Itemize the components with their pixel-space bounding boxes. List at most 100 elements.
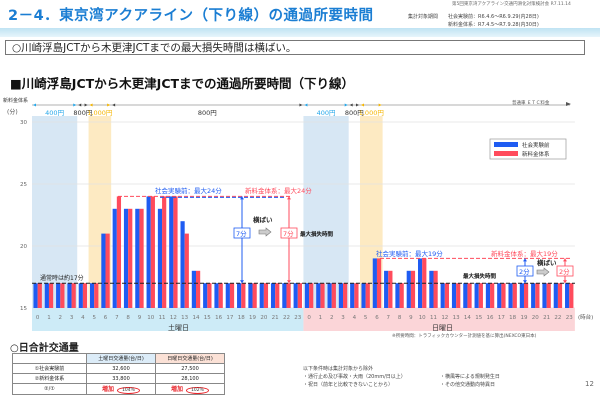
x-tick-label: 2 xyxy=(330,315,334,321)
x-tick-label: 12 xyxy=(170,315,177,321)
sun-bar-before-3 xyxy=(338,283,344,308)
sun-bar-before-23 xyxy=(565,283,570,308)
sat-bar-after-12 xyxy=(173,196,178,308)
day-axis-bands xyxy=(32,308,575,331)
bars xyxy=(33,196,574,308)
toll-band-blue xyxy=(303,116,349,308)
sun-bar-before-12 xyxy=(440,283,445,308)
y-tick-label: 25 xyxy=(20,182,27,188)
x-tick-label: 16 xyxy=(487,315,494,321)
saturday-value: 32,600 xyxy=(86,363,156,374)
sun-bar-after-2 xyxy=(331,283,336,308)
x-tick-label: 4 xyxy=(81,315,85,321)
sunday-ratio-value: 102% xyxy=(186,387,209,394)
sat-after-loss-value: 7分 xyxy=(283,229,294,238)
sun-before-max-label: 社会実験前：最大19分 xyxy=(376,249,443,258)
note-item: ・祝日（前年と比較できないことから） xyxy=(303,382,394,388)
increase-label: 増加 xyxy=(171,386,184,393)
sat-bar-before-7 xyxy=(112,208,117,308)
row-label: ②新料金体系 xyxy=(12,373,87,384)
toll-arrowhead-icon xyxy=(349,103,353,107)
sat-bar-after-16 xyxy=(218,283,223,308)
toll-arrowhead-icon xyxy=(360,103,364,107)
sat-bar-before-3 xyxy=(67,283,72,308)
day-label-sunday: 日曜日 xyxy=(432,324,453,332)
toll-label: 1,000円 xyxy=(87,109,112,117)
sat-bar-after-23 xyxy=(297,283,302,308)
x-tick-label: 10 xyxy=(147,315,154,321)
sun-bar-after-15 xyxy=(478,283,483,308)
section-title: ■川崎浮島JCTから木更津JCTまでの通過所要時間（下り線） xyxy=(10,76,355,91)
toll-label: 400円 xyxy=(317,109,336,117)
table-row: ①社会実験前 32,600 27,500 xyxy=(12,363,225,374)
sat-bar-after-21 xyxy=(275,283,280,308)
toll-arrowhead-icon xyxy=(84,103,88,107)
x-tick-label: 21 xyxy=(272,315,279,321)
x-tick-label: 16 xyxy=(215,315,222,321)
saturday-ratio: 増加 104% xyxy=(86,383,156,395)
x-tick-label: 19 xyxy=(520,315,527,321)
arrowhead-down-icon xyxy=(240,280,244,284)
sat-bar-after-6 xyxy=(105,233,110,308)
normal-time-label: 通常時は約17分 xyxy=(40,274,84,282)
sunday-ratio: 増加 102% xyxy=(155,383,225,395)
period-before: 社会実験前：R6.4.6～R6.9.29(内28日) xyxy=(448,14,539,20)
x-tick-label: 6 xyxy=(375,315,379,321)
sat-bar-after-5 xyxy=(94,283,99,308)
x-tick-label: 17 xyxy=(226,315,233,321)
toll-label: 1,000円 xyxy=(359,109,384,117)
x-tick-label: 0 xyxy=(36,315,40,321)
traffic-title: ○日合計交通量 xyxy=(10,343,79,354)
period-after: 新料金体系：R7.4.5～R7.9.28(内30日) xyxy=(448,22,539,28)
sat-bar-after-18 xyxy=(241,283,246,308)
x-tick-label: 5 xyxy=(92,315,96,321)
sat-bar-after-17 xyxy=(229,283,235,308)
legend-swatch-after xyxy=(494,151,518,156)
sun-bar-before-16 xyxy=(485,283,491,308)
sun-bar-after-3 xyxy=(343,283,348,308)
x-tick-label: 5 xyxy=(364,315,368,321)
legend-swatch-before xyxy=(494,142,518,147)
toll-arrowhead-icon xyxy=(33,103,36,107)
increase-label: 増加 xyxy=(102,386,115,393)
sun-bar-after-11 xyxy=(433,270,438,308)
x-tick-label: 14 xyxy=(464,315,471,321)
sun-bar-after-23 xyxy=(569,283,574,308)
arrowhead-down-icon xyxy=(287,280,291,284)
x-tick-label: 22 xyxy=(554,315,561,321)
sun-bar-after-9 xyxy=(410,270,416,308)
table-header-row: 土曜日交通量(台/日) 日曜日交通量(台/日) xyxy=(12,353,225,364)
sun-bar-after-20 xyxy=(535,283,540,308)
sun-bar-before-1 xyxy=(316,283,321,308)
table-row-ratio: ②/① 増加 104% 増加 102% xyxy=(12,383,225,395)
arrowhead-up-icon xyxy=(287,196,291,200)
sat-bar-before-10 xyxy=(146,196,151,308)
x-tick-label: 1 xyxy=(47,315,51,321)
sunday-value: 27,500 xyxy=(155,363,225,374)
notes-heading: 以下条件時は集計対象から除外 xyxy=(303,366,374,372)
sat-loss-label: 最大損失時間 xyxy=(300,230,334,238)
sat-bar-after-4 xyxy=(82,283,88,308)
x-tick-label: 8 xyxy=(398,315,402,321)
x-axis-unit: (時台) xyxy=(578,313,593,321)
sat-bar-before-18 xyxy=(237,283,242,308)
sat-bar-before-15 xyxy=(203,283,208,308)
sat-bar-before-2 xyxy=(56,283,61,308)
sat-bar-before-1 xyxy=(44,283,49,308)
sat-bar-before-0 xyxy=(33,283,38,308)
sat-before-loss-value: 7分 xyxy=(236,229,247,238)
sat-bar-after-15 xyxy=(207,283,212,308)
header-band xyxy=(0,28,600,37)
arrowhead-up-icon xyxy=(563,258,567,262)
toll-label: 800円 xyxy=(345,109,364,117)
sat-bar-before-16 xyxy=(214,283,219,308)
sunday-value: 28,100 xyxy=(155,373,225,384)
slide-title: 2－4．東京湾アクアライン（下り線）の通過所要時間 xyxy=(8,8,374,24)
x-tick-label: 23 xyxy=(566,315,573,321)
x-tick-label: 4 xyxy=(353,315,357,321)
sun-bar-after-21 xyxy=(546,283,551,308)
sun-bar-before-0 xyxy=(304,283,310,308)
